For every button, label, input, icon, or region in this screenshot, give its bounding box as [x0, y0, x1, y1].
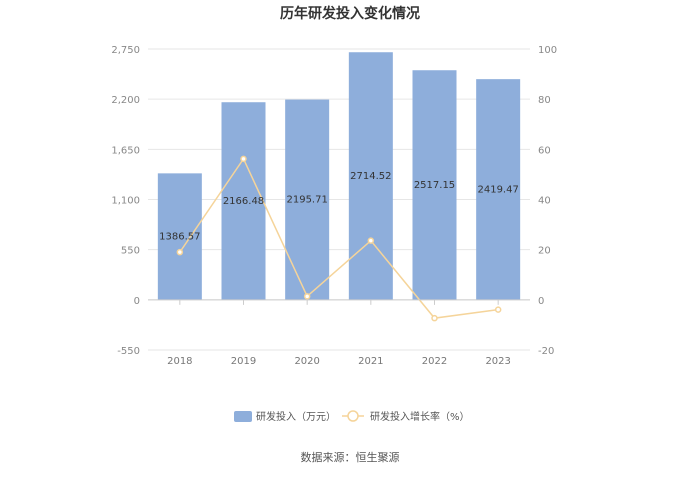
x-tick-label: 2021: [358, 356, 383, 367]
x-axis: 2018 2019 2020 2021 2022 2023: [148, 299, 530, 367]
y-left-tick-label: 2,200: [111, 95, 140, 106]
legend: 研发投入（万元） 研发投入增长率（%）: [234, 410, 470, 423]
bar: [476, 79, 521, 300]
x-tick-label: 2020: [294, 356, 319, 367]
y-right-tick-label: 100: [538, 45, 557, 56]
y-right-tick-label: 20: [538, 246, 551, 257]
legend-label-bar: 研发投入（万元）: [256, 410, 336, 423]
bar-value-label: 1386.57: [159, 232, 200, 243]
line-point: [367, 237, 375, 244]
x-tick-label: 2022: [422, 356, 447, 367]
y-left-tick-label: 550: [121, 246, 140, 257]
y-left-tick-label: 0: [134, 296, 140, 307]
x-tick-label: 2019: [231, 356, 256, 367]
bar: [285, 99, 330, 300]
grid: [148, 48, 530, 351]
bar: [221, 102, 266, 300]
x-tick-label: 2023: [485, 356, 510, 367]
legend-swatch-bar: [234, 411, 252, 422]
bar-value-label: 2166.48: [223, 196, 264, 207]
legend-label-line: 研发投入增长率（%）: [370, 410, 470, 423]
y-right-tick-label: 0: [538, 296, 544, 307]
bar: [157, 173, 202, 300]
y-left-tick-label: 1,100: [111, 196, 140, 207]
y-left-tick-label: 2,750: [111, 45, 140, 56]
y-right-tick-label: 60: [538, 145, 551, 156]
y-right-tick-label: 80: [538, 95, 551, 106]
data-source: 数据来源：恒生聚源: [301, 450, 400, 464]
line-point: [494, 306, 502, 313]
chart-title: 历年研发投入变化情况: [280, 5, 420, 22]
line-point: [303, 293, 311, 300]
bar-series: [157, 52, 521, 300]
y-left-tick-label: 1,650: [111, 145, 140, 156]
growth-line: [179, 157, 499, 319]
bar-labels: 1386.57 2166.48 2195.71 2714.52 2517.15 2419.…: [159, 171, 519, 243]
line-series: [176, 155, 502, 322]
bar: [412, 70, 457, 300]
right-axis: 100 80 60 40 20 0 -20: [538, 45, 557, 357]
bar-value-label: 2714.52: [350, 171, 391, 182]
line-point: [431, 314, 438, 322]
y-right-tick-label: -20: [538, 346, 554, 357]
left-axis: 2,750 2,200 1,650 1,100 550 0 -550: [111, 45, 140, 357]
x-tick-label: 2018: [167, 356, 192, 367]
y-right-tick-label: 40: [538, 196, 551, 207]
bar-value-label: 2195.71: [286, 195, 327, 206]
y-left-tick-label: -550: [117, 346, 140, 357]
bar-value-label: 2419.47: [477, 184, 518, 195]
line-point: [240, 155, 247, 163]
line-point: [176, 248, 184, 256]
bar-value-label: 2517.15: [414, 180, 455, 191]
legend-swatch-marker: [347, 410, 359, 422]
